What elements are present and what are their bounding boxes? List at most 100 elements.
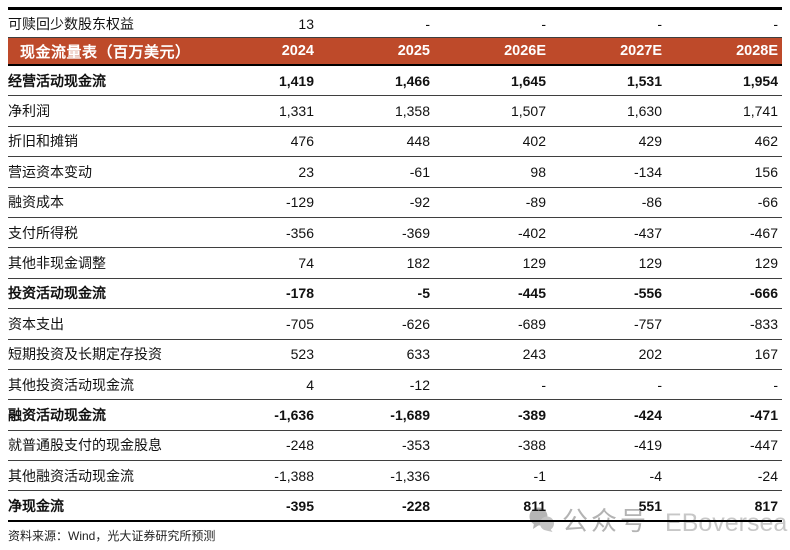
cell-value: -24	[757, 467, 778, 484]
row-label: 净利润	[8, 103, 50, 120]
row-label: 融资活动现金流	[8, 406, 106, 423]
cell-value: 1,630	[626, 103, 662, 120]
cell-value: -86	[641, 194, 662, 211]
table-header-row: 现金流量表（百万美元） 2024 2025 2026E 2027E 2028E	[8, 38, 782, 66]
cell-value: 23	[298, 163, 314, 180]
row-label: 资本支出	[8, 315, 64, 332]
cell-value: 202	[638, 346, 662, 363]
cell-value: -424	[633, 406, 662, 423]
cell-value: -388	[517, 437, 546, 454]
cell-value: -89	[525, 194, 546, 211]
cell-value: -1	[533, 467, 546, 484]
cell-value: 476	[290, 133, 314, 150]
cell-value: -833	[749, 315, 778, 332]
cell-value: 243	[522, 346, 546, 363]
cell-value: -92	[409, 194, 430, 211]
row-label: 短期投资及长期定存投资	[8, 346, 162, 363]
table-row: 折旧和摊销 476 448 402 429 462	[8, 127, 782, 158]
cell-value: -402	[517, 224, 546, 241]
row-label: 其他非现金调整	[8, 255, 106, 272]
table-row: 投资活动现金流 -178 -5 -445 -556 -666	[8, 279, 782, 310]
cell-value: -356	[285, 224, 314, 241]
row-label: 其他投资活动现金流	[8, 376, 134, 393]
cell-value: 4	[306, 376, 314, 393]
watermark: 公众号 EBoversea	[528, 501, 787, 538]
cell-value: 523	[290, 346, 314, 363]
watermark-label-en: EBoversea	[665, 508, 788, 537]
cell-value: 1,466	[394, 72, 430, 89]
cell-value: 551	[638, 497, 662, 514]
cell-value: -369	[401, 224, 430, 241]
cell-value: 1,358	[394, 103, 430, 120]
cell-value: -	[657, 15, 662, 32]
row-label: 投资活动现金流	[8, 285, 106, 302]
cell-value: -12	[409, 376, 430, 393]
table-row: 资本支出 -705 -626 -689 -757 -833	[8, 309, 782, 340]
table-row: 经营活动现金流 1,419 1,466 1,645 1,531 1,954	[8, 66, 782, 97]
cell-value: 129	[638, 255, 662, 272]
cell-value: -419	[633, 437, 662, 454]
table-row: 净现金流 -395 -228 811 551 817	[8, 491, 782, 522]
column-header-2027e: 2027E	[620, 43, 662, 59]
row-label: 融资成本	[8, 194, 64, 211]
table-row: 融资活动现金流 -1,636 -1,689 -389 -424 -471	[8, 400, 782, 431]
cell-value: -1,336	[390, 467, 430, 484]
section-divider-line	[8, 7, 782, 10]
cell-value: 1,531	[626, 72, 662, 89]
table-row: 其他投资活动现金流 4 -12 - - -	[8, 370, 782, 401]
cell-value: 811	[523, 497, 546, 514]
cell-value: 1,954	[742, 72, 778, 89]
cell-value: -1,689	[390, 406, 430, 423]
cell-value: -626	[401, 315, 430, 332]
cell-value: 182	[406, 255, 430, 272]
cell-value: -666	[749, 285, 778, 302]
cell-value: -689	[517, 315, 546, 332]
cell-value: 1,419	[278, 72, 314, 89]
cell-value: -445	[517, 285, 546, 302]
cell-value: -353	[401, 437, 430, 454]
table-row: 支付所得税 -356 -369 -402 -437 -467	[8, 218, 782, 249]
cell-value: 167	[754, 346, 778, 363]
cell-value: -389	[517, 406, 546, 423]
cell-value: -467	[749, 224, 778, 241]
cell-value: 13	[298, 15, 314, 32]
cell-value: 1,645	[510, 72, 546, 89]
cell-value: 402	[522, 133, 546, 150]
cell-value: -66	[757, 194, 778, 211]
cell-value: -	[657, 376, 662, 393]
row-label: 净现金流	[8, 497, 64, 514]
table-row: 净利润 1,331 1,358 1,507 1,630 1,741	[8, 96, 782, 127]
source-note: 资料来源：Wind，光大证券研究所预测	[8, 528, 216, 543]
cell-value: 74	[298, 255, 314, 272]
table-row: 营运资本变动 23 -61 98 -134 156	[8, 157, 782, 188]
cell-value: -	[773, 15, 778, 32]
cell-value: -178	[285, 285, 314, 302]
cell-value: -395	[285, 497, 314, 514]
table-row: 融资成本 -129 -92 -89 -86 -66	[8, 188, 782, 218]
cell-value: -757	[633, 315, 662, 332]
cell-value: -437	[633, 224, 662, 241]
cell-value: 817	[754, 497, 778, 514]
cell-value: -4	[649, 467, 662, 484]
table-row-pre-header: 可赎回少数股东权益 13 - - - -	[8, 10, 782, 38]
cell-value: -	[773, 376, 778, 393]
column-header-2028e: 2028E	[736, 43, 778, 59]
cell-value: -1,636	[274, 406, 314, 423]
cell-value: 129	[522, 255, 546, 272]
cell-value: 429	[638, 133, 662, 150]
row-label: 就普通股支付的现金股息	[8, 437, 162, 454]
cell-value: -134	[633, 163, 662, 180]
cell-value: -1,388	[274, 467, 314, 484]
cell-value: -447	[749, 437, 778, 454]
row-label: 可赎回少数股东权益	[8, 15, 134, 32]
cell-value: -	[541, 15, 546, 32]
cell-value: -	[541, 376, 546, 393]
cell-value: 98	[530, 163, 546, 180]
cell-value: 462	[754, 133, 778, 150]
cell-value: -61	[409, 163, 430, 180]
cell-value: 129	[754, 255, 778, 272]
table-row: 就普通股支付的现金股息 -248 -353 -388 -419 -447	[8, 431, 782, 462]
table-title: 现金流量表（百万美元）	[20, 43, 191, 61]
row-label: 支付所得税	[8, 224, 78, 241]
